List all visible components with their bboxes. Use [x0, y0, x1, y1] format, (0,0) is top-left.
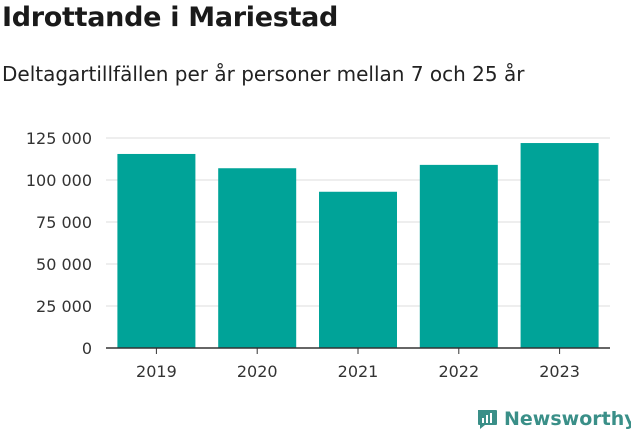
y-tick-label: 50 000	[36, 255, 92, 274]
chart-title: Idrottande i Mariestad	[2, 2, 339, 33]
bar-2023	[520, 143, 599, 348]
bar-2022	[419, 164, 498, 348]
bars	[117, 143, 599, 348]
bar-2021	[319, 191, 397, 348]
x-tick-label: 2023	[539, 362, 580, 381]
y-tick-label: 75 000	[36, 213, 92, 232]
chart-subtitle: Deltagartillfällen per år personer mella…	[2, 62, 525, 86]
bar-2020	[218, 168, 297, 348]
x-tick-label: 2022	[438, 362, 479, 381]
x-tick-label: 2019	[136, 362, 177, 381]
x-tick-label: 2021	[338, 362, 379, 381]
y-tick-label: 125 000	[26, 129, 92, 148]
bar-2019	[117, 153, 196, 348]
x-tick-label: 2020	[237, 362, 278, 381]
y-tick-labels: 0 25 000 50 000 75 000 100 000 125 000	[26, 129, 92, 358]
newsworthy-logo-icon	[478, 410, 497, 429]
brand: Newsworthy	[476, 408, 631, 430]
brand-name: Newsworthy	[504, 408, 631, 430]
x-tick-labels: 2019 2020 2021 2022 2023	[136, 348, 580, 381]
y-tick-label: 0	[82, 339, 92, 358]
y-tick-label: 25 000	[36, 297, 92, 316]
y-tick-label: 100 000	[26, 171, 92, 190]
